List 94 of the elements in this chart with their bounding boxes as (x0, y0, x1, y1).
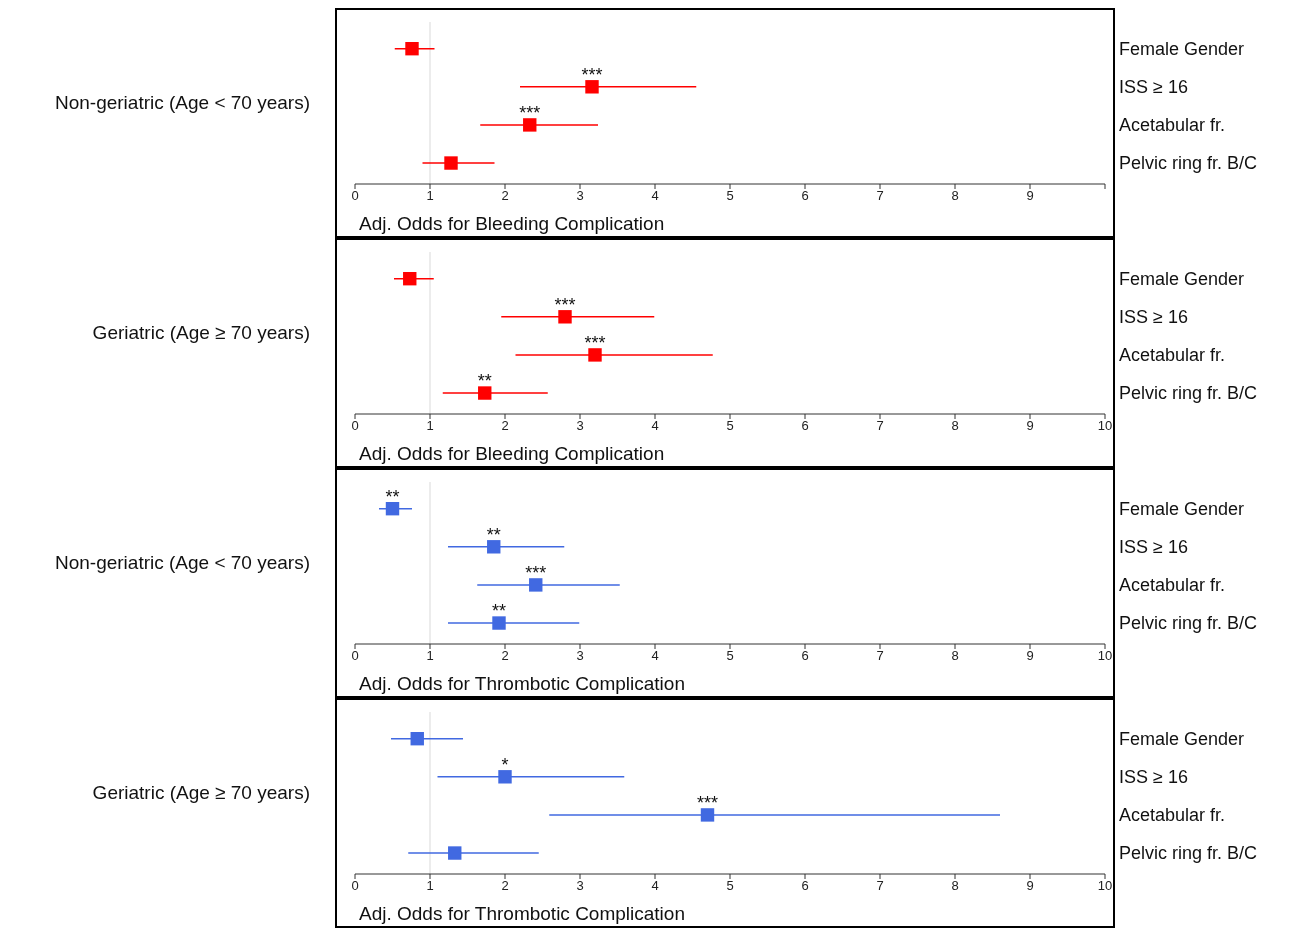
x-axis-title: Adj. Odds for Bleeding Complication (359, 213, 665, 234)
point (403, 271, 417, 286)
x-tick-label: 1 (426, 878, 434, 894)
x-tick-label: 0 (351, 188, 359, 204)
x-tick-label: 8 (951, 878, 959, 894)
x-tick-label: 7 (876, 418, 884, 434)
point (478, 386, 492, 400)
x-tick-label: 4 (651, 648, 659, 664)
y-axis-title: Geriatric (Age ≥ 70 years) (91, 321, 310, 345)
annotation: ** (486, 524, 501, 545)
annotation: ** (477, 371, 492, 392)
x-axis-title: Adj. Odds for Thrombotic Complication (359, 673, 685, 694)
x-tick-label: 6 (801, 188, 809, 204)
point (448, 846, 462, 860)
y-tick-label: Pelvic ring fr. B/C (1119, 153, 1258, 174)
x-tick-label: 7 (876, 648, 884, 664)
x-tick-label: 3 (576, 188, 584, 204)
point (385, 501, 400, 516)
x-tick-label: 1 (426, 188, 434, 204)
point (558, 310, 572, 324)
y-tick-label: ISS ≥ 16 (1119, 767, 1188, 788)
x-axis-title: Adj. Odds for Bleeding Complication (359, 443, 665, 464)
x-tick-label: 4 (651, 188, 659, 204)
y-tick-label: Acetabular fr. (1119, 345, 1226, 366)
point (444, 156, 458, 170)
annotation: *** (519, 102, 541, 123)
y-tick-label: Female Gender (1119, 39, 1245, 60)
x-tick-label: 8 (951, 418, 959, 434)
x-tick-label: 3 (576, 418, 584, 434)
x-tick-label: 1 (426, 418, 434, 434)
y-tick-label: Female Gender (1119, 269, 1245, 290)
x-tick-label: 2 (501, 878, 509, 894)
point (529, 578, 543, 592)
x-tick-label: 9 (1026, 878, 1034, 894)
x-tick-label: 10 (1097, 878, 1113, 894)
y-tick-label: Pelvic ring fr. B/C (1119, 843, 1258, 864)
point (498, 770, 512, 784)
y-tick-label: Female Gender (1119, 499, 1245, 520)
point (700, 808, 715, 822)
x-tick-label: 8 (951, 648, 959, 664)
annotation: ** (491, 601, 507, 622)
y-tick-label: ISS ≥ 16 (1119, 537, 1188, 558)
y-tick-label: ISS ≥ 16 (1119, 307, 1188, 328)
y-axis-title: Non-geriatric (Age < 70 years) (53, 551, 310, 575)
y-axis-title: Geriatric (Age ≥ 70 years) (91, 781, 310, 805)
x-tick-label: 5 (726, 878, 734, 894)
annotation: *** (525, 562, 547, 583)
x-tick-label: 2 (501, 648, 509, 664)
x-tick-label: 10 (1097, 418, 1113, 434)
x-tick-label: 5 (726, 648, 734, 664)
x-tick-label: 2 (501, 418, 509, 434)
x-axis-title: Adj. Odds for Thrombotic Complication (359, 903, 685, 924)
x-tick-label: 3 (576, 878, 584, 894)
point (405, 41, 419, 56)
y-tick-label: Pelvic ring fr. B/C (1119, 383, 1258, 404)
x-tick-label: 10 (1097, 648, 1113, 664)
x-tick-label: 9 (1026, 188, 1034, 204)
x-tick-label: 6 (801, 418, 809, 434)
x-tick-label: 2 (501, 188, 509, 204)
annotation: *** (581, 64, 603, 85)
point (492, 616, 506, 630)
x-tick-label: 1 (426, 648, 434, 664)
x-tick-label: 8 (951, 188, 959, 204)
y-tick-label: Female Gender (1119, 729, 1245, 750)
x-tick-label: 5 (726, 418, 734, 434)
annotation: *** (584, 332, 606, 353)
x-tick-label: 5 (726, 188, 734, 204)
x-tick-label: 4 (651, 418, 659, 434)
annotation: *** (554, 294, 576, 315)
y-axis-title: Non-geriatric (Age < 70 years) (53, 91, 310, 115)
x-tick-label: 0 (351, 648, 359, 664)
x-tick-label: 9 (1026, 418, 1034, 434)
annotation: * (501, 754, 509, 775)
annotation: *** (696, 792, 719, 813)
x-tick-label: 6 (801, 648, 809, 664)
annotation: ** (385, 486, 400, 507)
point (523, 118, 537, 132)
x-tick-label: 0 (351, 418, 359, 434)
y-tick-label: Pelvic ring fr. B/C (1119, 613, 1258, 634)
y-tick-label: ISS ≥ 16 (1119, 77, 1188, 98)
x-tick-label: 4 (651, 878, 659, 894)
x-tick-label: 0 (351, 878, 359, 894)
x-tick-label: 3 (576, 648, 584, 664)
point (585, 80, 599, 94)
y-tick-label: Acetabular fr. (1119, 575, 1226, 596)
x-tick-label: 7 (876, 878, 884, 894)
point (487, 540, 501, 554)
point (588, 348, 602, 362)
y-tick-label: Acetabular fr. (1119, 115, 1226, 136)
y-tick-label: Acetabular fr. (1119, 805, 1226, 826)
x-tick-label: 9 (1026, 648, 1034, 664)
x-tick-label: 7 (876, 188, 884, 204)
x-tick-label: 6 (801, 878, 809, 894)
point (410, 731, 424, 746)
